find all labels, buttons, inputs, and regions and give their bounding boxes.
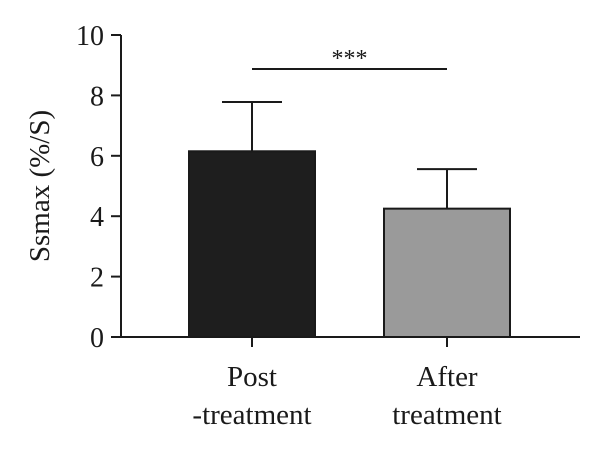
axes: 0 2 4 6 8 10 Post -treatment After treatment	[76, 21, 580, 431]
y-tick-label: 4	[90, 202, 104, 233]
significance-marker: ***	[252, 46, 447, 72]
y-axis-title: Ssmax (%/S)	[24, 110, 56, 262]
bar	[383, 207, 511, 338]
y-tick-label: 2	[90, 263, 104, 294]
error-bars	[222, 101, 477, 209]
y-tick-label: 8	[90, 81, 104, 112]
y-tick-label: 0	[90, 323, 104, 354]
x-category-label-line2: -treatment	[192, 399, 311, 431]
bar	[188, 150, 316, 338]
y-tick-label: 10	[76, 21, 104, 52]
significance-label: ***	[332, 46, 368, 72]
x-category-label-line1: Post	[227, 361, 277, 393]
x-category-label-line1: After	[416, 361, 478, 393]
bars	[188, 150, 511, 338]
x-category-label-line2: treatment	[392, 399, 502, 431]
y-tick-label: 6	[90, 142, 104, 173]
